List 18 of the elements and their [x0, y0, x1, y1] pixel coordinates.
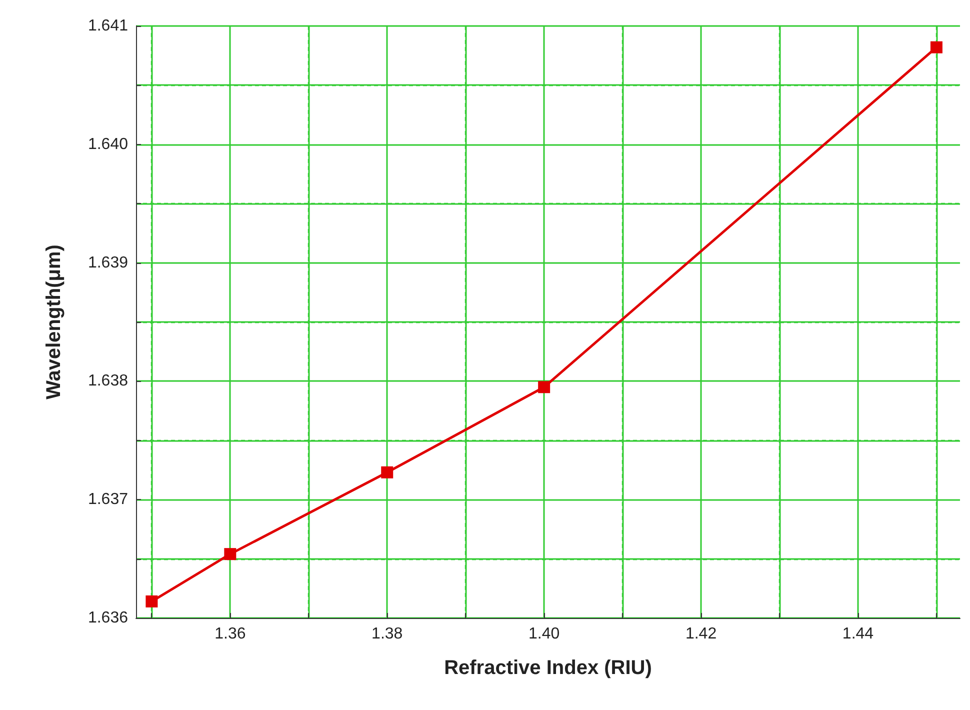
point — [930, 41, 942, 54]
y-tick-label: 1.639 — [88, 254, 128, 272]
x-tick-label: 1.38 — [372, 626, 403, 642]
y-tick-label: 1.641 — [88, 18, 128, 34]
text: 1.40 — [528, 626, 560, 642]
x-tick-label: 1.36 — [214, 626, 246, 642]
x-tick-label: 1.44 — [842, 626, 874, 642]
x-axis-title: Refractive Index (RIU) — [444, 657, 652, 679]
text: 1.640 — [88, 136, 128, 153]
y-tick-label: 1.638 — [88, 372, 128, 390]
x-tick-label: 1.42 — [685, 626, 717, 642]
y-tick-label: 1.637 — [88, 491, 128, 508]
y-tick-label: 1.636 — [88, 610, 128, 626]
y-axis-title: Wavelength(μm) — [43, 244, 65, 400]
point — [381, 466, 394, 478]
point — [538, 381, 550, 394]
point — [224, 548, 236, 560]
point — [146, 595, 158, 608]
